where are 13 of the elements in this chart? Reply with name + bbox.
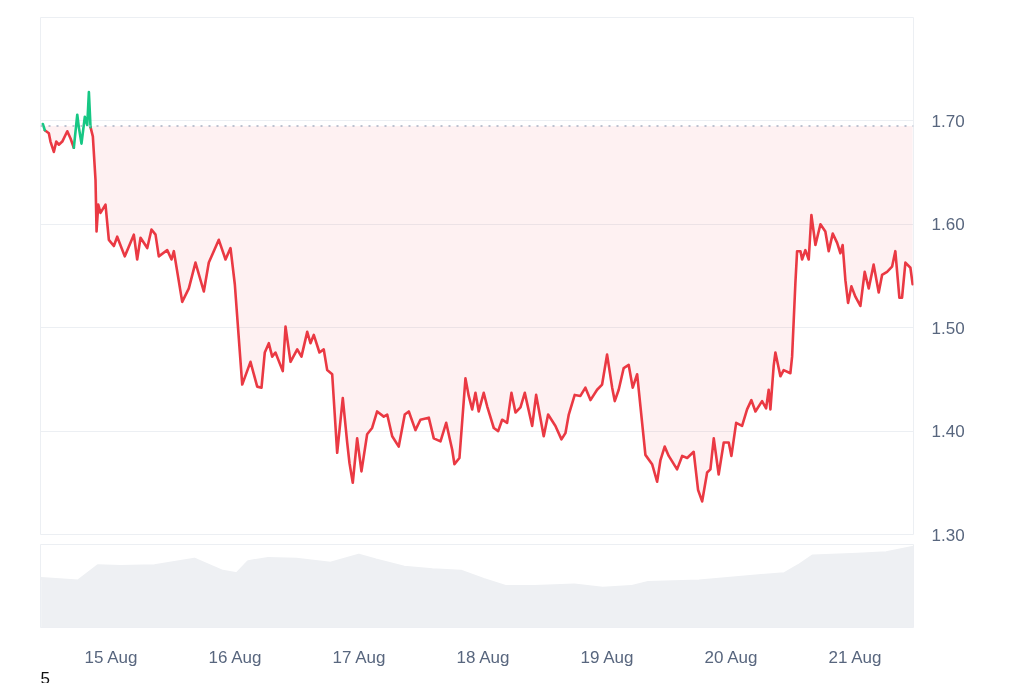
x-tick-label: 16 Aug: [208, 647, 262, 667]
x-tick-label: 19 Aug: [580, 647, 634, 667]
x-tick-label: 15 Aug: [84, 647, 138, 667]
x-tick-label: 18 Aug: [456, 647, 510, 667]
y-tick-label: 1.70: [931, 111, 965, 131]
y-tick-label: 1.60: [931, 215, 965, 235]
x-tick-label: 20 Aug: [704, 647, 758, 667]
y-tick-label: 1.30: [931, 525, 965, 545]
x-tick-label: 17 Aug: [332, 647, 386, 667]
text: 5: [40, 668, 50, 683]
x-tick-label: 21 Aug: [828, 647, 882, 667]
y-tick-label: 1.50: [931, 318, 965, 338]
y-tick-label: 1.40: [931, 422, 965, 442]
